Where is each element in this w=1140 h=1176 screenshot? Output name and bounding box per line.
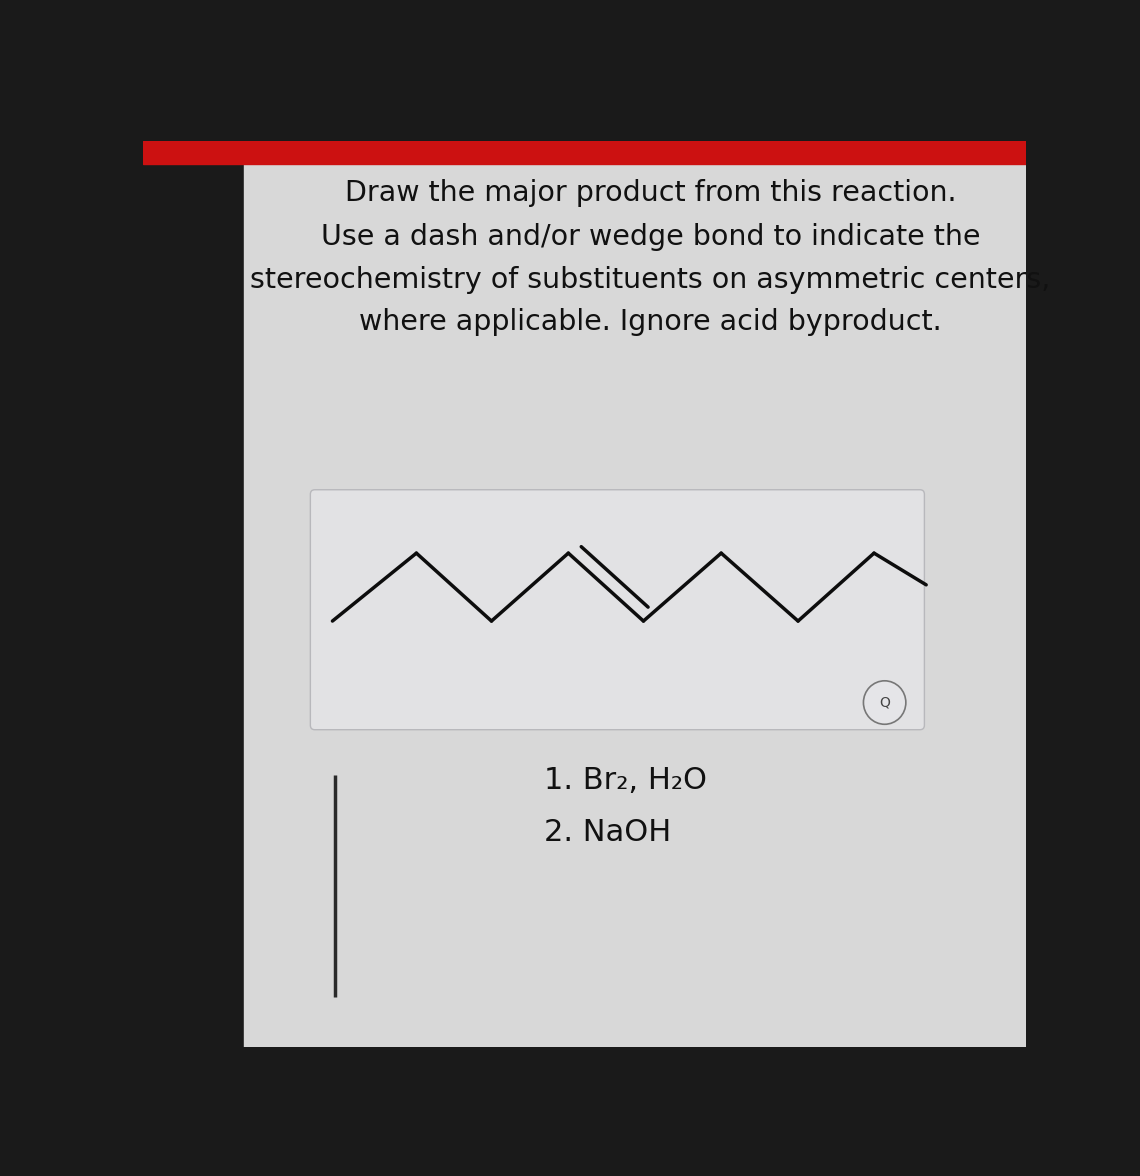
Text: 2. NaOH: 2. NaOH <box>545 818 671 848</box>
Text: where applicable. Ignore acid byproduct.: where applicable. Ignore acid byproduct. <box>359 308 942 335</box>
Text: Use a dash and/or wedge bond to indicate the: Use a dash and/or wedge bond to indicate… <box>320 222 980 250</box>
Circle shape <box>863 681 906 724</box>
Text: 1. Br₂, H₂O: 1. Br₂, H₂O <box>545 766 708 795</box>
Bar <box>142 141 1026 163</box>
Text: stereochemistry of substituents on asymmetric centers,: stereochemistry of substituents on asymm… <box>251 266 1051 294</box>
Bar <box>244 141 1026 1047</box>
FancyBboxPatch shape <box>310 489 925 729</box>
Text: Draw the major product from this reaction.: Draw the major product from this reactio… <box>344 179 956 207</box>
Text: Q: Q <box>879 695 890 709</box>
